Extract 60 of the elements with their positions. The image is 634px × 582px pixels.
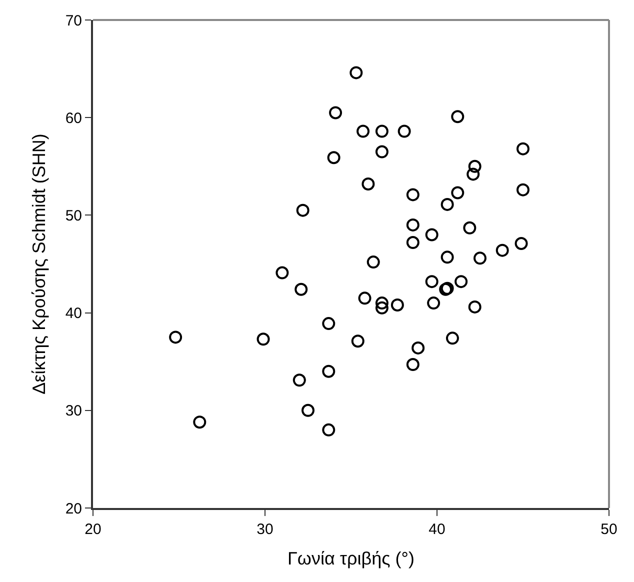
point (375, 296, 388, 310)
point (350, 66, 363, 80)
point (496, 244, 509, 257)
point (412, 341, 425, 354)
x-tick-label: 30 (256, 521, 274, 538)
y-tick-label: 20 (65, 500, 82, 518)
point (294, 282, 308, 296)
point (193, 416, 206, 429)
y-axis-title: Δείκτης Κρούσης Schmidt (SHN) (29, 134, 50, 394)
x-tick-label: 40 (428, 521, 446, 538)
point (440, 250, 454, 264)
point (375, 124, 388, 138)
point (276, 266, 289, 280)
point (362, 177, 375, 190)
point (425, 275, 438, 288)
point (463, 221, 476, 234)
y-tick-label: 60 (65, 110, 82, 127)
point (406, 218, 420, 232)
point (516, 183, 530, 196)
point (446, 332, 459, 345)
point (474, 252, 486, 265)
point (425, 228, 438, 242)
y-tick-label: 40 (65, 305, 82, 322)
point (398, 124, 411, 138)
point (375, 301, 388, 314)
point (516, 142, 530, 156)
point (327, 151, 340, 164)
x-axis-title: Γωνία τριβής (°) (288, 548, 414, 569)
point (366, 256, 380, 269)
y-tick-label: 50 (65, 207, 82, 224)
x-tick-label: 50 (600, 521, 618, 538)
point (466, 168, 480, 181)
point (468, 300, 482, 314)
y-tick-label: 30 (65, 402, 82, 420)
point (427, 296, 440, 310)
point (406, 188, 420, 202)
point (451, 110, 464, 124)
point (351, 334, 364, 348)
point (468, 160, 482, 173)
point (454, 275, 468, 288)
point (451, 186, 464, 200)
x-tick-label: 20 (84, 521, 102, 538)
y-tick-label: 70 (65, 12, 82, 30)
point (322, 317, 336, 330)
point (322, 364, 336, 378)
point (375, 145, 388, 158)
point (256, 332, 270, 346)
point (358, 292, 372, 305)
point (514, 237, 528, 250)
point (296, 204, 310, 217)
point (302, 404, 314, 417)
point (292, 374, 306, 387)
point (169, 330, 182, 344)
point (322, 423, 336, 436)
point (406, 236, 420, 250)
point (390, 298, 404, 312)
point (406, 358, 420, 372)
point (329, 106, 342, 120)
point (440, 198, 454, 211)
point (356, 124, 370, 138)
